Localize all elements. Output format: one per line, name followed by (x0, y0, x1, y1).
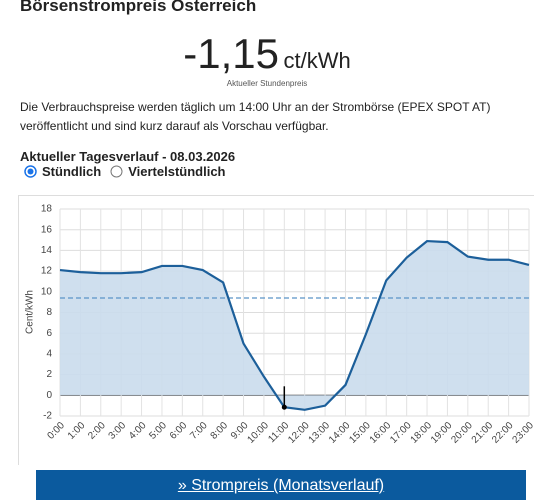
x-tick-label: 0:00 (45, 420, 67, 442)
button[interactable]: » Strompreis (Monatsverlauf) (36, 470, 526, 500)
y-tick-label: -2 (43, 411, 52, 422)
radio-on[interactable] (24, 165, 37, 178)
current-point (281, 404, 287, 410)
x-tick-label: 21:00 (470, 420, 496, 446)
chart: Cent/kWh -2 0 2 4 6 8 10 12 14 16 18 0:001:002:003:… (18, 195, 534, 465)
x-tick-label: 18:00 (409, 420, 435, 446)
title: Börsenstrompreis Österreich (20, 0, 257, 15)
x-tick-label: 11:00 (266, 420, 291, 445)
x-tick-label: 8:00 (209, 420, 231, 442)
radio-label[interactable]: Viertelstündlich (128, 164, 226, 179)
description: Die Verbrauchspreise werden täglich um 1… (20, 100, 491, 133)
y-tick-label: 14 (41, 245, 53, 256)
x-tick-label: 7:00 (188, 420, 210, 442)
x-tick-label: 1:00 (66, 420, 88, 442)
y-tick-label: 6 (46, 328, 52, 339)
price-unit: ct/kWh (283, 48, 351, 73)
section-title: Aktueller Tagesverlauf - 08.03.2026 (20, 149, 236, 164)
x-tick-label: 13:00 (307, 420, 333, 446)
x-tick-label: 23:00 (511, 420, 534, 446)
radio-label[interactable]: Stündlich (42, 164, 102, 179)
price-box: -1,15 ct/kWh (0, 30, 534, 78)
x-tick-label: 16:00 (368, 420, 394, 446)
radio-off[interactable] (110, 165, 123, 178)
y-tick-label: 12 (41, 266, 53, 277)
price-value: -1,15 (183, 30, 280, 77)
y-tick-label: 2 (46, 369, 52, 380)
area-fill (60, 241, 529, 410)
y-tick-label: 18 (41, 204, 53, 215)
price-caption: Aktueller Stundenpreis (226, 79, 308, 88)
y-axis-label: Cent/kWh (25, 290, 36, 334)
x-tick-label: 4:00 (127, 420, 149, 442)
x-tick-label: 6:00 (168, 420, 190, 442)
y-tick-label: 16 (41, 224, 53, 235)
y-tick-label: 10 (41, 286, 53, 297)
radio-group: Stündlich Viertelstündlich (24, 164, 226, 179)
y-tick-label: 0 (46, 390, 52, 401)
x-tick-label: 5:00 (147, 420, 169, 442)
line (59, 239, 530, 411)
x-tick-label: 14:00 (327, 420, 353, 446)
x-tick-label: 20:00 (449, 420, 475, 446)
x-tick-label: 3:00 (107, 420, 129, 442)
x-tick-label: 15:00 (347, 420, 373, 446)
chart-frame (18, 195, 534, 465)
x-tick-label: 19:00 (429, 420, 455, 446)
x-tick-label: 22:00 (490, 420, 516, 446)
x-tick-label: 10:00 (245, 420, 271, 446)
x-tick-label: 2:00 (86, 420, 108, 442)
x-tick-label: 12:00 (286, 420, 312, 446)
x-tick-label: 17:00 (388, 420, 414, 446)
y-tick-label: 8 (46, 307, 52, 318)
y-tick-label: 4 (46, 349, 52, 360)
